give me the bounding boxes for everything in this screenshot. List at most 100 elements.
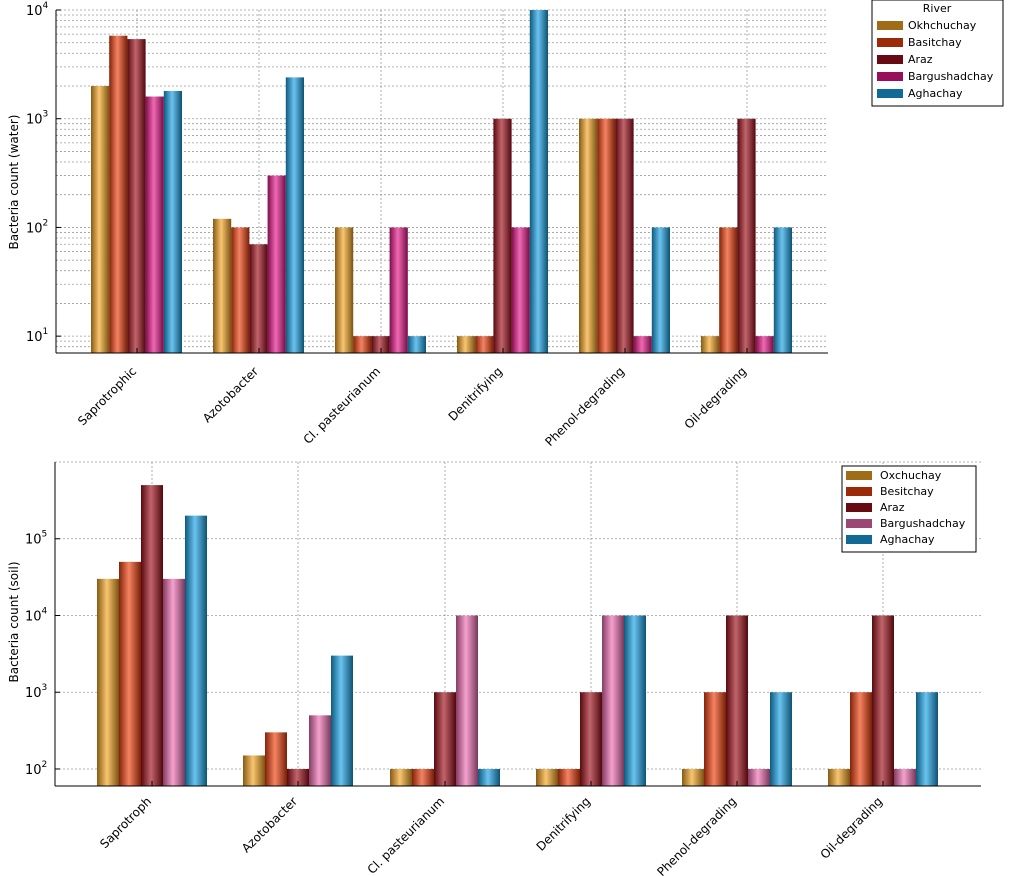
water-bar-aghachay-2 bbox=[285, 77, 304, 354]
soil-bar-besitchay-2 bbox=[265, 732, 287, 786]
water-legend-title: River bbox=[923, 2, 952, 15]
soil-bar-araz-6 bbox=[872, 615, 894, 786]
soil-bar-oxchuchay-1 bbox=[97, 578, 119, 786]
water-x-tick-label: Phenol-degrading bbox=[542, 364, 627, 449]
water-x-tick-label: Oil-degrading bbox=[682, 364, 750, 432]
soil-bar-oxchuchay-6 bbox=[828, 768, 850, 786]
water-bar-araz-5 bbox=[615, 118, 634, 354]
soil-x-tick-label: Azotobacter bbox=[239, 794, 300, 855]
water-bar-okhchuchay-3 bbox=[335, 227, 354, 353]
soil-legend-swatch bbox=[846, 487, 872, 496]
water-bar-aghachay-1 bbox=[163, 90, 182, 353]
soil-bar-bargushadchay-2 bbox=[309, 715, 331, 786]
soil-x-tick-label: Cl. pasteurianum bbox=[365, 794, 448, 876]
water-chart: 101 102 103 104 Saprotrophic Azotobacter Cl. … bbox=[7, 0, 1004, 449]
water-bar-bargushadchay-4 bbox=[511, 227, 530, 353]
soil-bar-araz-4 bbox=[580, 692, 602, 786]
soil-y-axis-label: Bacteria count (soil) bbox=[7, 561, 21, 682]
soil-legend-swatch bbox=[846, 503, 872, 512]
soil-legend-label: Aghachay bbox=[880, 533, 935, 546]
water-legend-swatch bbox=[877, 38, 903, 47]
water-bar-basitchay-5 bbox=[597, 118, 616, 354]
water-bar-araz-1 bbox=[127, 39, 146, 354]
soil-y-tick-label: 104 bbox=[25, 606, 48, 624]
soil-bar-besitchay-6 bbox=[850, 692, 872, 786]
water-bar-bargushadchay-2 bbox=[267, 175, 286, 353]
soil-chart: 102 103 104 105 Saprotroph Azotobacter Cl. pa… bbox=[7, 461, 981, 876]
water-bar-bargushadchay-1 bbox=[145, 96, 164, 354]
soil-y-tick-label: 105 bbox=[25, 530, 47, 548]
soil-bar-bargushadchay-1 bbox=[163, 578, 185, 786]
soil-bar-oxchuchay-5 bbox=[682, 768, 704, 786]
water-bar-okhchuchay-2 bbox=[213, 218, 232, 353]
soil-bar-araz-3 bbox=[434, 692, 456, 786]
water-bar-basitchay-6 bbox=[719, 227, 738, 353]
water-legend-label: Araz bbox=[908, 53, 933, 66]
soil-bar-aghachay-6 bbox=[916, 692, 938, 786]
water-bar-okhchuchay-1 bbox=[91, 85, 110, 353]
water-bar-bargushadchay-6 bbox=[755, 336, 774, 353]
water-bar-okhchuchay-5 bbox=[579, 118, 598, 354]
soil-legend-label: Araz bbox=[880, 501, 905, 514]
water-legend-label: Aghachay bbox=[908, 87, 963, 100]
water-bar-okhchuchay-6 bbox=[701, 336, 720, 353]
soil-bar-besitchay-5 bbox=[704, 692, 726, 786]
water-legend-swatch bbox=[877, 89, 903, 98]
soil-bar-bargushadchay-6 bbox=[894, 768, 916, 786]
soil-legend-swatch bbox=[846, 535, 872, 544]
water-x-tick-label: Cl. pasteurianum bbox=[301, 364, 384, 447]
soil-bar-aghachay-1 bbox=[185, 515, 207, 786]
soil-bar-aghachay-3 bbox=[478, 768, 500, 786]
soil-bar-besitchay-1 bbox=[119, 561, 141, 786]
soil-x-tick-label: Saprotroph bbox=[97, 794, 154, 851]
soil-bar-aghachay-2 bbox=[331, 655, 353, 786]
soil-legend-label: Oxchuchay bbox=[880, 469, 942, 482]
water-y-tick-label: 101 bbox=[26, 327, 48, 345]
water-bar-basitchay-3 bbox=[353, 336, 372, 353]
soil-x-tick-label: Denitrifying bbox=[534, 794, 594, 854]
soil-bar-bargushadchay-4 bbox=[602, 615, 624, 786]
soil-bar-besitchay-3 bbox=[412, 768, 434, 786]
soil-bar-bargushadchay-5 bbox=[748, 768, 770, 786]
soil-legend-swatch bbox=[846, 519, 872, 528]
water-bar-okhchuchay-4 bbox=[457, 336, 476, 353]
water-bar-bargushadchay-3 bbox=[389, 227, 408, 353]
water-bar-araz-3 bbox=[371, 336, 390, 353]
soil-bar-araz-5 bbox=[726, 615, 748, 786]
water-legend: River Okhchuchay Basitchay Araz Bargushadch… bbox=[871, 0, 1004, 107]
water-x-tick-label: Denitrifying bbox=[446, 364, 506, 424]
water-bar-aghachay-6 bbox=[773, 227, 792, 353]
water-bar-aghachay-4 bbox=[529, 10, 548, 353]
water-x-tick-label: Saprotrophic bbox=[75, 364, 139, 428]
water-y-tick-label: 104 bbox=[26, 1, 49, 19]
water-legend-swatch bbox=[877, 55, 903, 64]
water-legend-label: Okhchuchay bbox=[908, 19, 977, 32]
water-bar-basitchay-2 bbox=[231, 227, 250, 353]
water-bar-araz-6 bbox=[737, 118, 756, 354]
water-bar-aghachay-5 bbox=[651, 227, 670, 353]
water-y-tick-label: 103 bbox=[26, 110, 48, 128]
water-bar-araz-2 bbox=[249, 244, 268, 353]
soil-x-tick-label: Phenol-degrading bbox=[654, 794, 739, 876]
water-legend-label: Bargushadchay bbox=[908, 70, 994, 83]
water-bar-aghachay-3 bbox=[407, 336, 426, 353]
soil-bar-oxchuchay-2 bbox=[243, 755, 265, 786]
soil-bar-araz-1 bbox=[141, 485, 163, 786]
water-legend-swatch bbox=[877, 21, 903, 30]
soil-bar-aghachay-4 bbox=[624, 615, 646, 786]
soil-legend-label: Bargushadchay bbox=[880, 517, 966, 530]
soil-bar-bargushadchay-3 bbox=[456, 615, 478, 786]
soil-legend-swatch bbox=[846, 471, 872, 480]
water-bar-araz-4 bbox=[493, 118, 512, 354]
soil-legend-label: Besitchay bbox=[880, 485, 934, 498]
soil-bar-oxchuchay-4 bbox=[536, 768, 558, 786]
soil-bar-aghachay-5 bbox=[770, 692, 792, 786]
water-x-tick-label: Azotobacter bbox=[200, 364, 261, 425]
soil-x-tick-label: Oil-degrading bbox=[818, 794, 886, 862]
soil-y-tick-label: 102 bbox=[25, 760, 47, 778]
water-bar-basitchay-4 bbox=[475, 336, 494, 353]
soil-y-tick-label: 103 bbox=[25, 683, 47, 701]
water-bar-basitchay-1 bbox=[109, 35, 128, 354]
water-y-tick-label: 102 bbox=[26, 218, 48, 236]
